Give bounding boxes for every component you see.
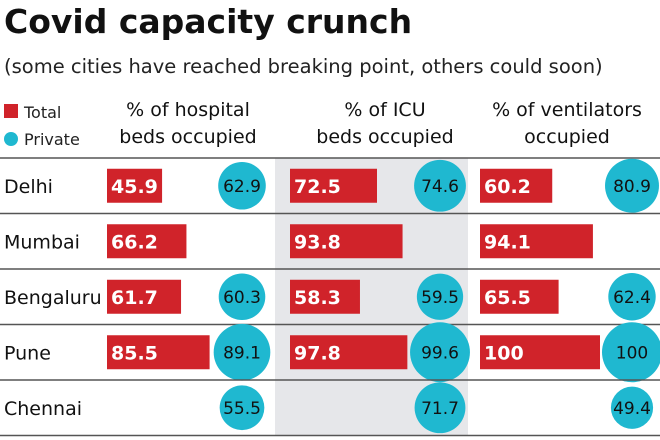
- private-circle: [218, 161, 266, 210]
- total-bar-label: 45.9: [111, 176, 158, 198]
- chart-subtitle: (some cities have reached breaking point…: [4, 55, 603, 78]
- total-bar: [480, 335, 600, 370]
- total-bar-label: 60.2: [484, 176, 531, 198]
- total-bar-label: 65.5: [484, 287, 531, 309]
- total-bar: [290, 279, 360, 314]
- column-header-line: % of ICU: [344, 99, 425, 121]
- chart-title: Covid capacity crunch: [4, 2, 412, 41]
- private-circle-label: 71.7: [421, 399, 459, 419]
- private-circle: [414, 159, 466, 212]
- private-circle: [610, 386, 654, 429]
- private-circle-label: 62.4: [613, 288, 651, 308]
- city-label: Delhi: [4, 176, 53, 198]
- total-bar: [480, 279, 559, 314]
- legend-total-label: Total: [23, 103, 61, 122]
- city-label: Chennai: [4, 398, 82, 420]
- total-bar: [107, 335, 210, 370]
- private-circle: [416, 273, 464, 320]
- city-label: Bengaluru: [4, 287, 102, 309]
- private-circle-label: 74.6: [421, 177, 459, 197]
- total-bar: [290, 224, 403, 259]
- city-label: Pune: [4, 342, 51, 364]
- total-bar: [107, 279, 182, 314]
- private-circle-label: 89.1: [223, 343, 261, 363]
- total-bar: [290, 168, 377, 203]
- total-bar-label: 66.2: [111, 231, 158, 253]
- private-circle-label: 99.6: [421, 343, 459, 363]
- private-circle-label: 59.5: [421, 288, 459, 308]
- total-bar-label: 58.3: [294, 287, 341, 309]
- private-circle-label: 100: [616, 343, 648, 363]
- total-bar-label: 93.8: [294, 231, 341, 253]
- total-bar: [290, 335, 408, 370]
- private-circle-label: 49.4: [613, 399, 651, 419]
- private-circle: [219, 385, 265, 431]
- total-bar-label: 100: [484, 342, 524, 364]
- private-circle: [414, 382, 466, 434]
- total-bar: [107, 168, 163, 203]
- total-bar-label: 97.8: [294, 342, 341, 364]
- private-circle: [602, 322, 660, 383]
- private-circle: [213, 323, 271, 381]
- private-circle: [218, 273, 266, 321]
- column-header-line: occupied: [524, 126, 610, 148]
- total-bar: [480, 168, 553, 203]
- column-header-line: % of hospital: [126, 99, 250, 121]
- total-bar-label: 72.5: [294, 176, 341, 198]
- city-label: Mumbai: [4, 231, 80, 253]
- private-circle-label: 62.9: [223, 177, 261, 197]
- total-bar-label: 94.1: [484, 231, 531, 253]
- private-circle-label: 80.9: [613, 177, 651, 197]
- total-bar: [107, 224, 187, 259]
- total-bar-label: 85.5: [111, 342, 158, 364]
- private-circle: [410, 322, 470, 383]
- private-circle: [605, 158, 659, 213]
- legend-private-swatch: [4, 132, 18, 146]
- total-bar: [480, 224, 593, 259]
- private-circle-label: 55.5: [223, 399, 261, 419]
- legend-total-swatch: [4, 104, 18, 118]
- private-circle-label: 60.3: [223, 288, 261, 308]
- private-circle: [608, 273, 656, 321]
- column-header-line: beds occupied: [316, 126, 453, 148]
- column-header-line: beds occupied: [119, 126, 256, 148]
- column-header-line: % of ventilators: [492, 99, 642, 121]
- legend-private-label: Private: [24, 130, 80, 149]
- total-bar-label: 61.7: [111, 287, 158, 309]
